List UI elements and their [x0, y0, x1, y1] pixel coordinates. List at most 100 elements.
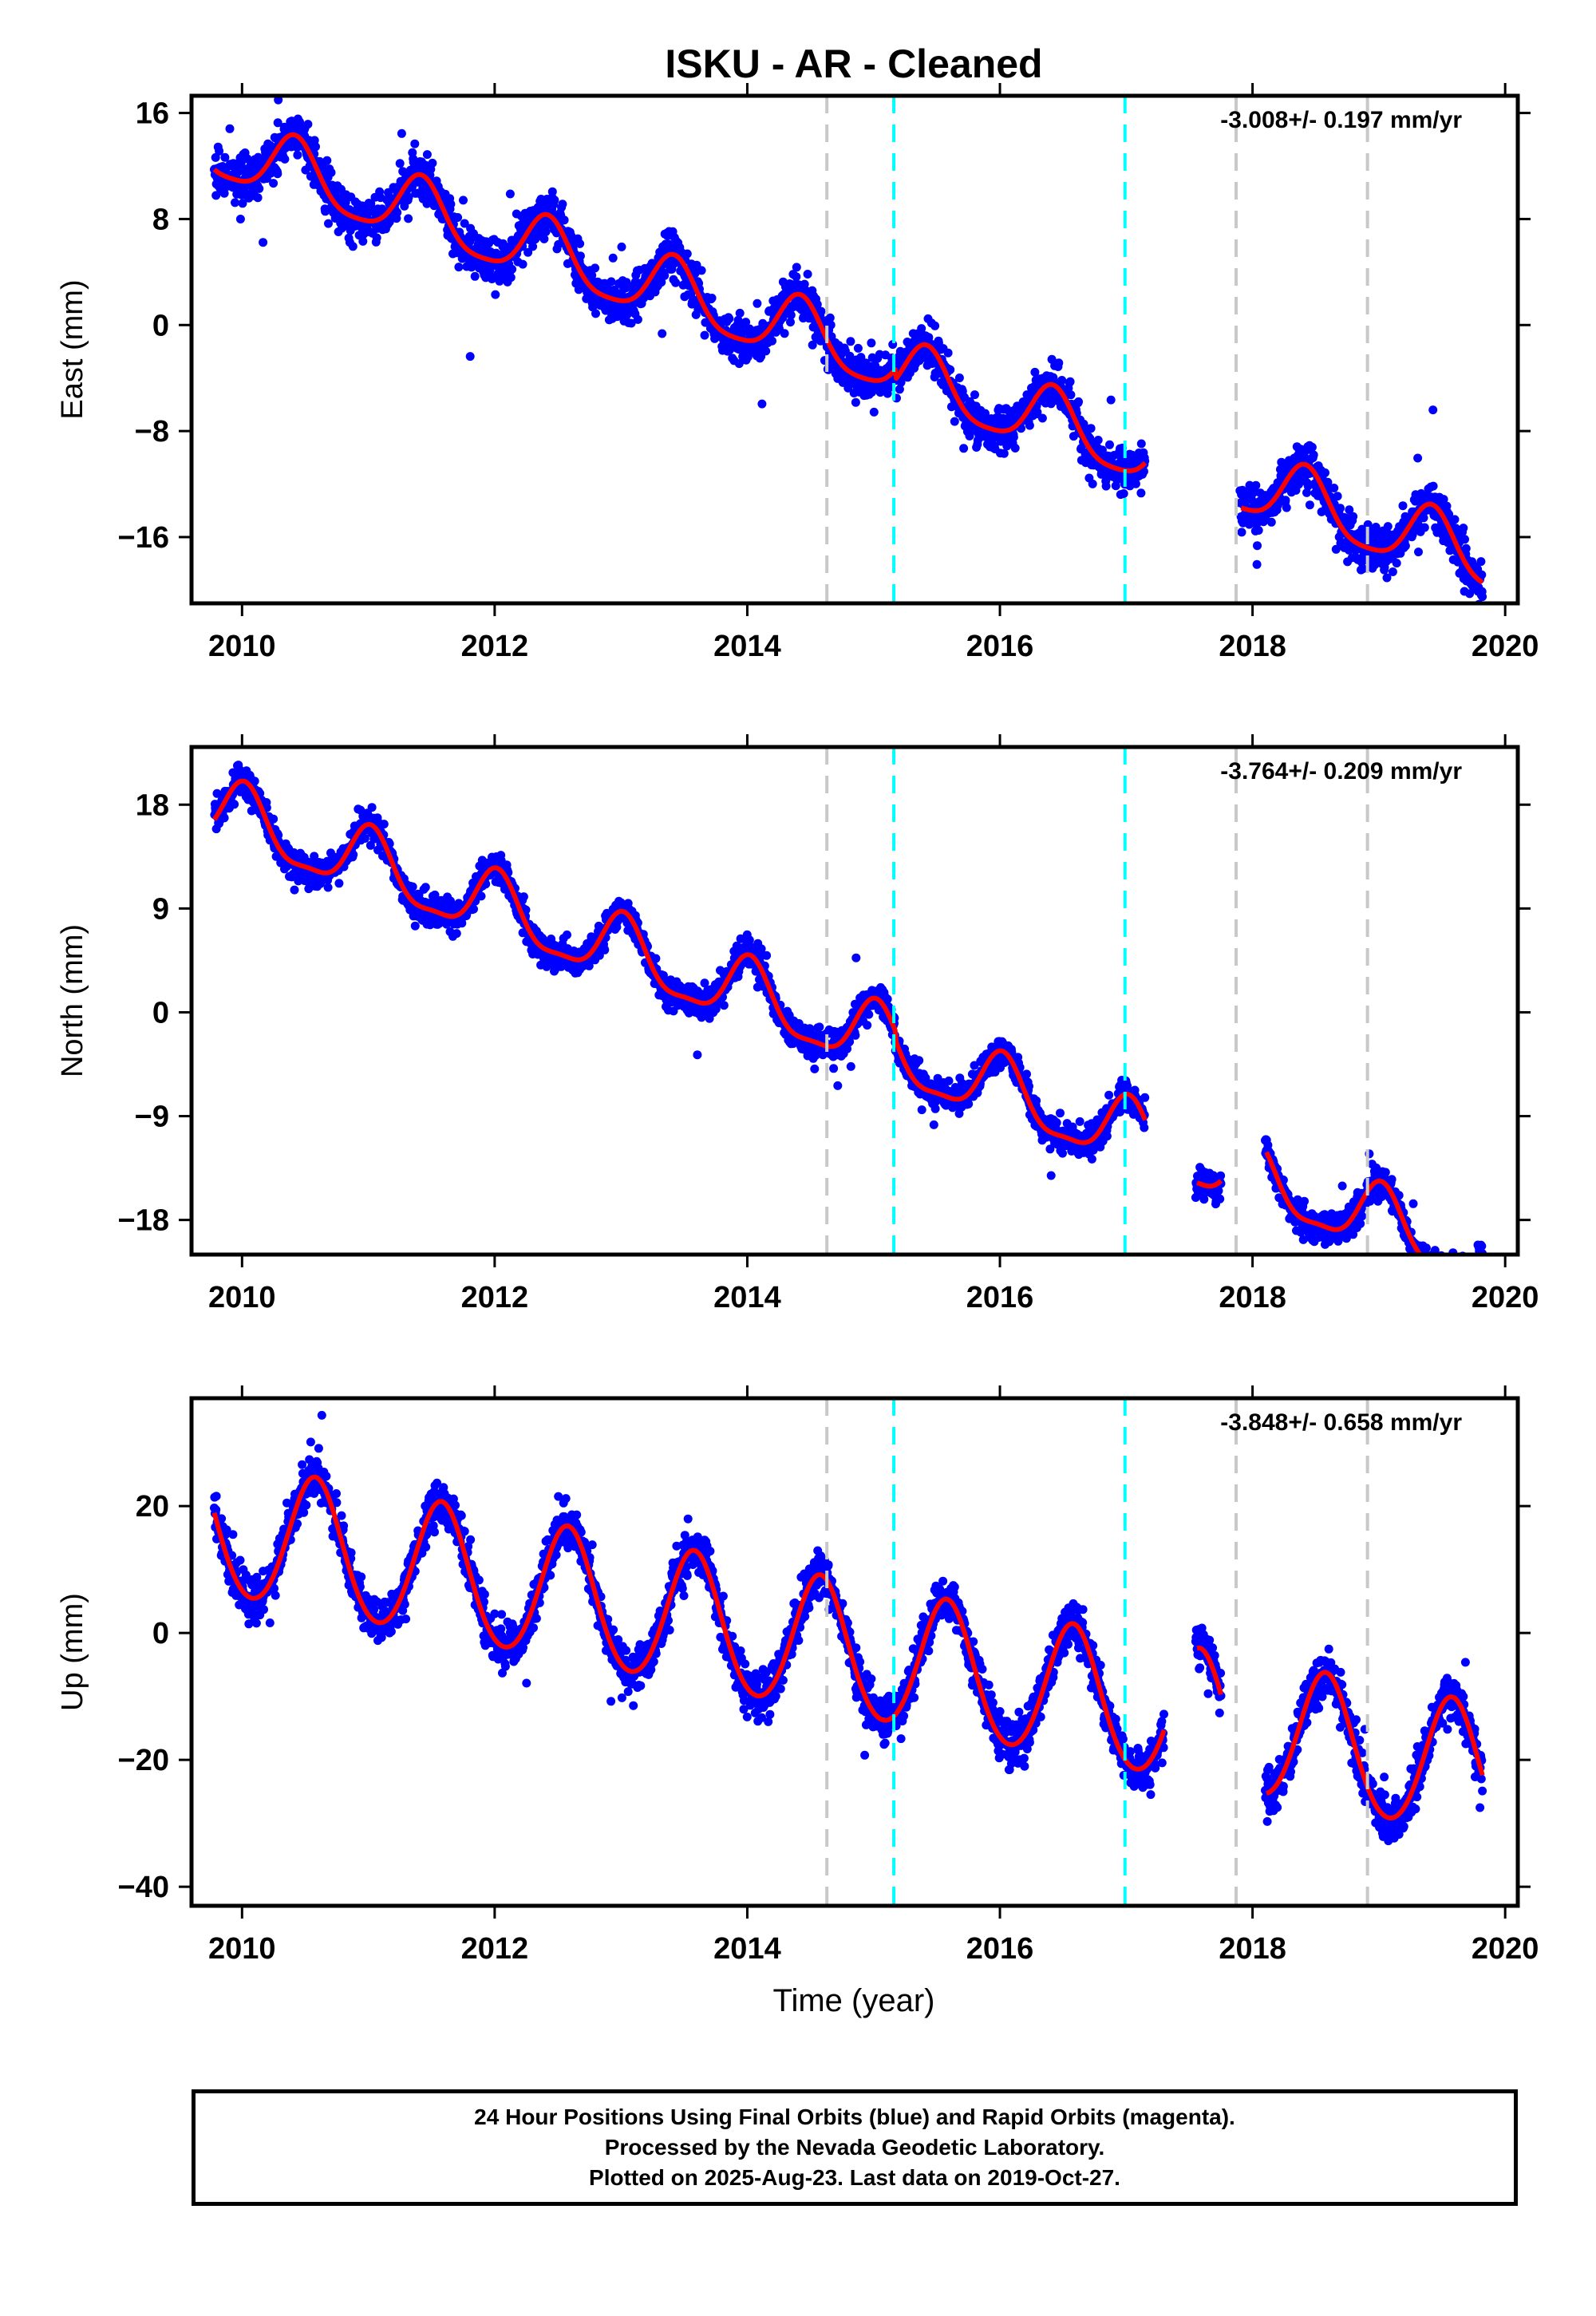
data-point	[1309, 450, 1318, 460]
data-point	[1057, 376, 1067, 385]
data-point	[235, 215, 245, 223]
data-point	[946, 365, 955, 374]
data-point	[358, 236, 368, 246]
data-point	[591, 309, 600, 318]
data-point	[1010, 444, 1020, 453]
east-data-points	[210, 96, 1487, 603]
data-point	[786, 310, 796, 320]
data-point	[365, 840, 375, 850]
data-point	[1054, 358, 1064, 368]
data-point	[311, 142, 320, 152]
east-rate-label: -3.008+/- 0.197 mm/yr	[1220, 107, 1462, 133]
data-point	[1420, 523, 1429, 532]
data-point	[269, 814, 279, 824]
data-point	[1478, 592, 1487, 602]
data-point	[803, 270, 812, 279]
data-point	[812, 299, 822, 309]
data-point	[430, 890, 440, 899]
data-point	[518, 259, 527, 269]
data-point	[768, 336, 776, 346]
data-point	[1139, 467, 1148, 476]
data-point	[1093, 436, 1103, 445]
y-tick-label: 8	[152, 203, 169, 236]
data-point	[508, 264, 517, 274]
data-point	[547, 187, 557, 196]
data-point	[446, 200, 456, 209]
data-point	[1419, 513, 1428, 523]
data-point	[693, 1050, 702, 1060]
data-point	[395, 159, 405, 168]
data-point	[367, 803, 377, 812]
data-point	[1302, 488, 1311, 497]
data-point	[1382, 573, 1392, 583]
data-point	[506, 273, 516, 283]
data-point	[833, 1081, 843, 1090]
data-point	[1428, 481, 1438, 491]
data-point	[810, 1064, 820, 1073]
data-point	[1331, 544, 1341, 554]
data-point	[491, 290, 500, 299]
data-point	[220, 152, 230, 162]
data-point	[470, 271, 480, 281]
data-point	[792, 263, 801, 272]
data-point	[826, 320, 836, 330]
data-point	[326, 168, 336, 177]
data-point	[460, 219, 469, 228]
data-point	[1097, 445, 1107, 455]
data-point	[539, 234, 549, 243]
data-point	[324, 219, 333, 228]
data-point	[469, 904, 478, 914]
data-point	[626, 318, 636, 328]
data-point	[584, 961, 594, 970]
data-point	[1136, 439, 1146, 449]
data-point	[505, 189, 515, 199]
data-point	[528, 242, 538, 251]
data-point	[825, 313, 835, 322]
data-point	[608, 253, 618, 263]
data-point	[657, 278, 666, 287]
data-point	[780, 329, 789, 338]
data-point	[1119, 489, 1128, 498]
data-point	[323, 883, 333, 892]
data-point	[816, 306, 826, 316]
data-point	[600, 945, 610, 954]
north-data-points	[210, 761, 1487, 1255]
data-point	[575, 239, 585, 248]
data-point	[563, 930, 571, 939]
data-point	[1398, 501, 1408, 511]
data-point	[360, 834, 369, 843]
data-point	[1388, 567, 1397, 576]
data-point	[697, 266, 706, 275]
data-point	[349, 850, 358, 860]
data-point	[293, 150, 302, 160]
data-point	[558, 200, 567, 209]
data-point	[1305, 500, 1314, 510]
data-point	[651, 954, 661, 963]
data-point	[950, 417, 959, 426]
data-point	[829, 1064, 839, 1073]
data-point	[924, 333, 934, 342]
data-point	[1459, 524, 1468, 533]
data-point	[521, 905, 531, 915]
data-point	[808, 340, 817, 350]
data-point	[1461, 543, 1471, 553]
data-point	[896, 377, 906, 387]
data-point	[211, 191, 221, 200]
data-point	[741, 318, 751, 327]
data-point	[946, 402, 956, 412]
data-point	[1266, 517, 1276, 527]
data-point	[761, 346, 771, 356]
east-plot-frame	[189, 93, 1520, 606]
data-point	[1444, 509, 1454, 519]
data-point	[1131, 479, 1140, 488]
data-point	[274, 96, 283, 105]
data-point	[1336, 504, 1345, 513]
data-point	[321, 207, 330, 216]
data-point	[851, 397, 860, 407]
data-point	[379, 820, 389, 829]
x-tick-label: 2014	[713, 630, 781, 663]
data-point	[253, 193, 263, 203]
data-point	[943, 348, 953, 358]
y-tick-label: 0	[152, 309, 169, 342]
